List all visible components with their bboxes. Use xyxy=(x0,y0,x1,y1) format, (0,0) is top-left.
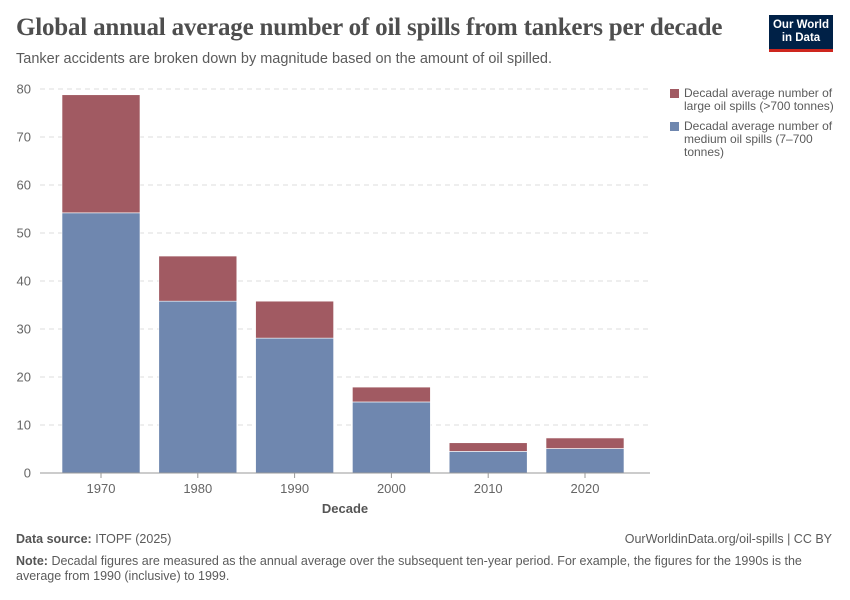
bar-medium-2010[interactable] xyxy=(448,451,528,474)
chart-subtitle: Tanker accidents are broken down by magn… xyxy=(16,51,553,67)
bar-medium-2000[interactable] xyxy=(352,401,431,474)
data-source: Data source: ITOPF (2025) xyxy=(16,532,171,546)
y-tick-label: 60 xyxy=(17,178,31,193)
legend-label-medium: Decadal average number of medium oil spi… xyxy=(684,119,833,159)
y-tick-label: 50 xyxy=(17,226,31,241)
x-axis-label: Decade xyxy=(322,501,368,516)
y-tick-label: 0 xyxy=(24,466,31,481)
owid-logo[interactable]: Our World in Data xyxy=(769,15,833,52)
legend-item-medium[interactable]: Decadal average number of medium oil spi… xyxy=(670,120,845,159)
bar-large-1990[interactable] xyxy=(255,300,334,339)
bar-large-2020[interactable] xyxy=(545,437,625,449)
bar-medium-1990[interactable] xyxy=(255,337,334,474)
x-tick-label: 1990 xyxy=(280,481,309,496)
bar-large-1980[interactable] xyxy=(158,255,238,302)
legend-label-large: Decadal average number of large oil spil… xyxy=(684,86,834,113)
x-tick-label: 1980 xyxy=(183,481,212,496)
bar-medium-1980[interactable] xyxy=(158,300,238,474)
legend-swatch-large xyxy=(670,89,679,98)
y-tick-label: 80 xyxy=(17,82,31,97)
bar-large-2000[interactable] xyxy=(352,386,431,403)
y-tick-label: 40 xyxy=(17,274,31,289)
y-tick-label: 10 xyxy=(17,418,31,433)
x-tick-label: 2010 xyxy=(474,481,503,496)
bar-medium-1970[interactable] xyxy=(61,212,141,474)
bar-medium-2020[interactable] xyxy=(545,448,625,474)
y-tick-label: 30 xyxy=(17,322,31,337)
note-label: Note: xyxy=(16,554,48,568)
note-text: Decadal figures are measured as the annu… xyxy=(16,554,802,583)
legend-swatch-medium xyxy=(670,122,679,131)
x-tick-label: 2000 xyxy=(377,481,406,496)
legend-item-large[interactable]: Decadal average number of large oil spil… xyxy=(670,87,845,113)
chart-title: Global annual average number of oil spil… xyxy=(16,14,723,41)
y-tick-label: 20 xyxy=(17,370,31,385)
source-url[interactable]: OurWorldinData.org/oil-spills | CC BY xyxy=(624,532,832,546)
logo-text: Our World in Data xyxy=(772,19,829,44)
bar-large-1970[interactable] xyxy=(61,94,141,214)
note: Note: Decadal figures are measured as th… xyxy=(16,554,831,584)
x-tick-label: 1970 xyxy=(87,481,116,496)
legend: Decadal average number of large oil spil… xyxy=(670,87,845,166)
x-tick-label: 2020 xyxy=(571,481,600,496)
source-text[interactable]: ITOPF (2025) xyxy=(95,532,172,546)
source-label: Data source: xyxy=(16,532,92,546)
bar-large-2010[interactable] xyxy=(448,442,528,452)
y-tick-label: 70 xyxy=(17,130,31,145)
